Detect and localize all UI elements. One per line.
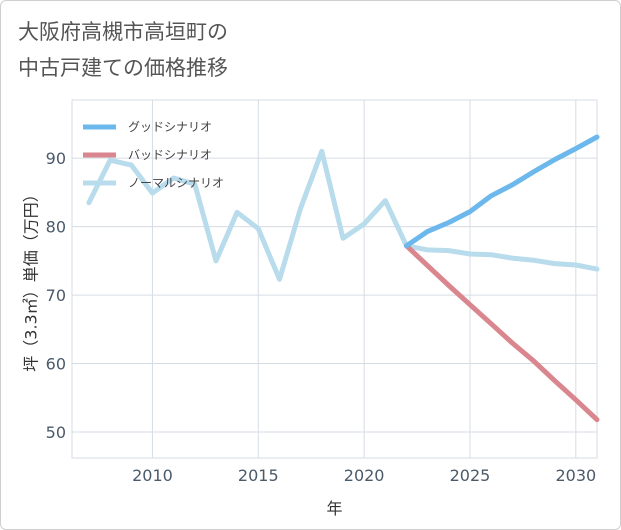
x-tick-label: 2030 [555, 466, 596, 485]
chart-title: 大阪府高槻市高垣町の 中古戸建ての価格推移 [18, 20, 228, 80]
x-tick-label: 2020 [344, 466, 385, 485]
y-tick-label: 50 [46, 423, 66, 442]
y-tick-label: 90 [46, 149, 66, 168]
y-tick-label: 80 [46, 218, 66, 237]
y-tick-label: 60 [46, 355, 66, 374]
x-tick-label: 2010 [132, 466, 173, 485]
legend-label: ノーマルシナリオ [128, 176, 224, 190]
legend-label: バッドシナリオ [128, 148, 212, 162]
series-line-ノーマルシナリオ [86, 148, 600, 282]
series-line-バッドシナリオ [404, 243, 600, 423]
gridlines [72, 100, 597, 458]
tick-labels: 2010 2015 2020 2025 2030 50 60 70 80 90 [46, 149, 597, 485]
series-lines [86, 134, 600, 423]
x-tick-label: 2025 [450, 466, 491, 485]
plot-area [71, 99, 598, 459]
x-tick-label: 2015 [238, 466, 279, 485]
y-tick-label: 70 [46, 286, 66, 305]
legend-label: グッドシナリオ [128, 120, 212, 134]
x-axis-title: 年 [326, 499, 342, 518]
series-line-グッドシナリオ [404, 134, 600, 249]
y-axis-title: 坪（3.3㎡）単価（万円） [22, 186, 41, 371]
